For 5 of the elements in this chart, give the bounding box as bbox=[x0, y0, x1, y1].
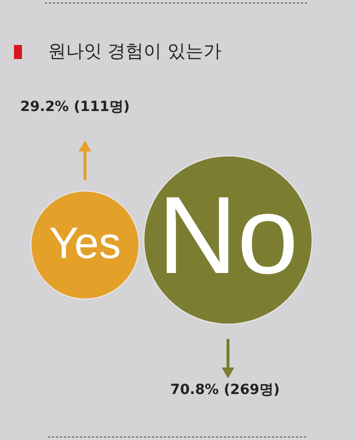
data-label: 29.2% (111명) bbox=[20, 99, 130, 115]
text: 원나잇 경험이 있는가 bbox=[48, 41, 222, 62]
category-label: Yes bbox=[49, 219, 121, 268]
data-label: 70.8% (269명) bbox=[170, 382, 280, 398]
category-label: No bbox=[158, 174, 298, 297]
